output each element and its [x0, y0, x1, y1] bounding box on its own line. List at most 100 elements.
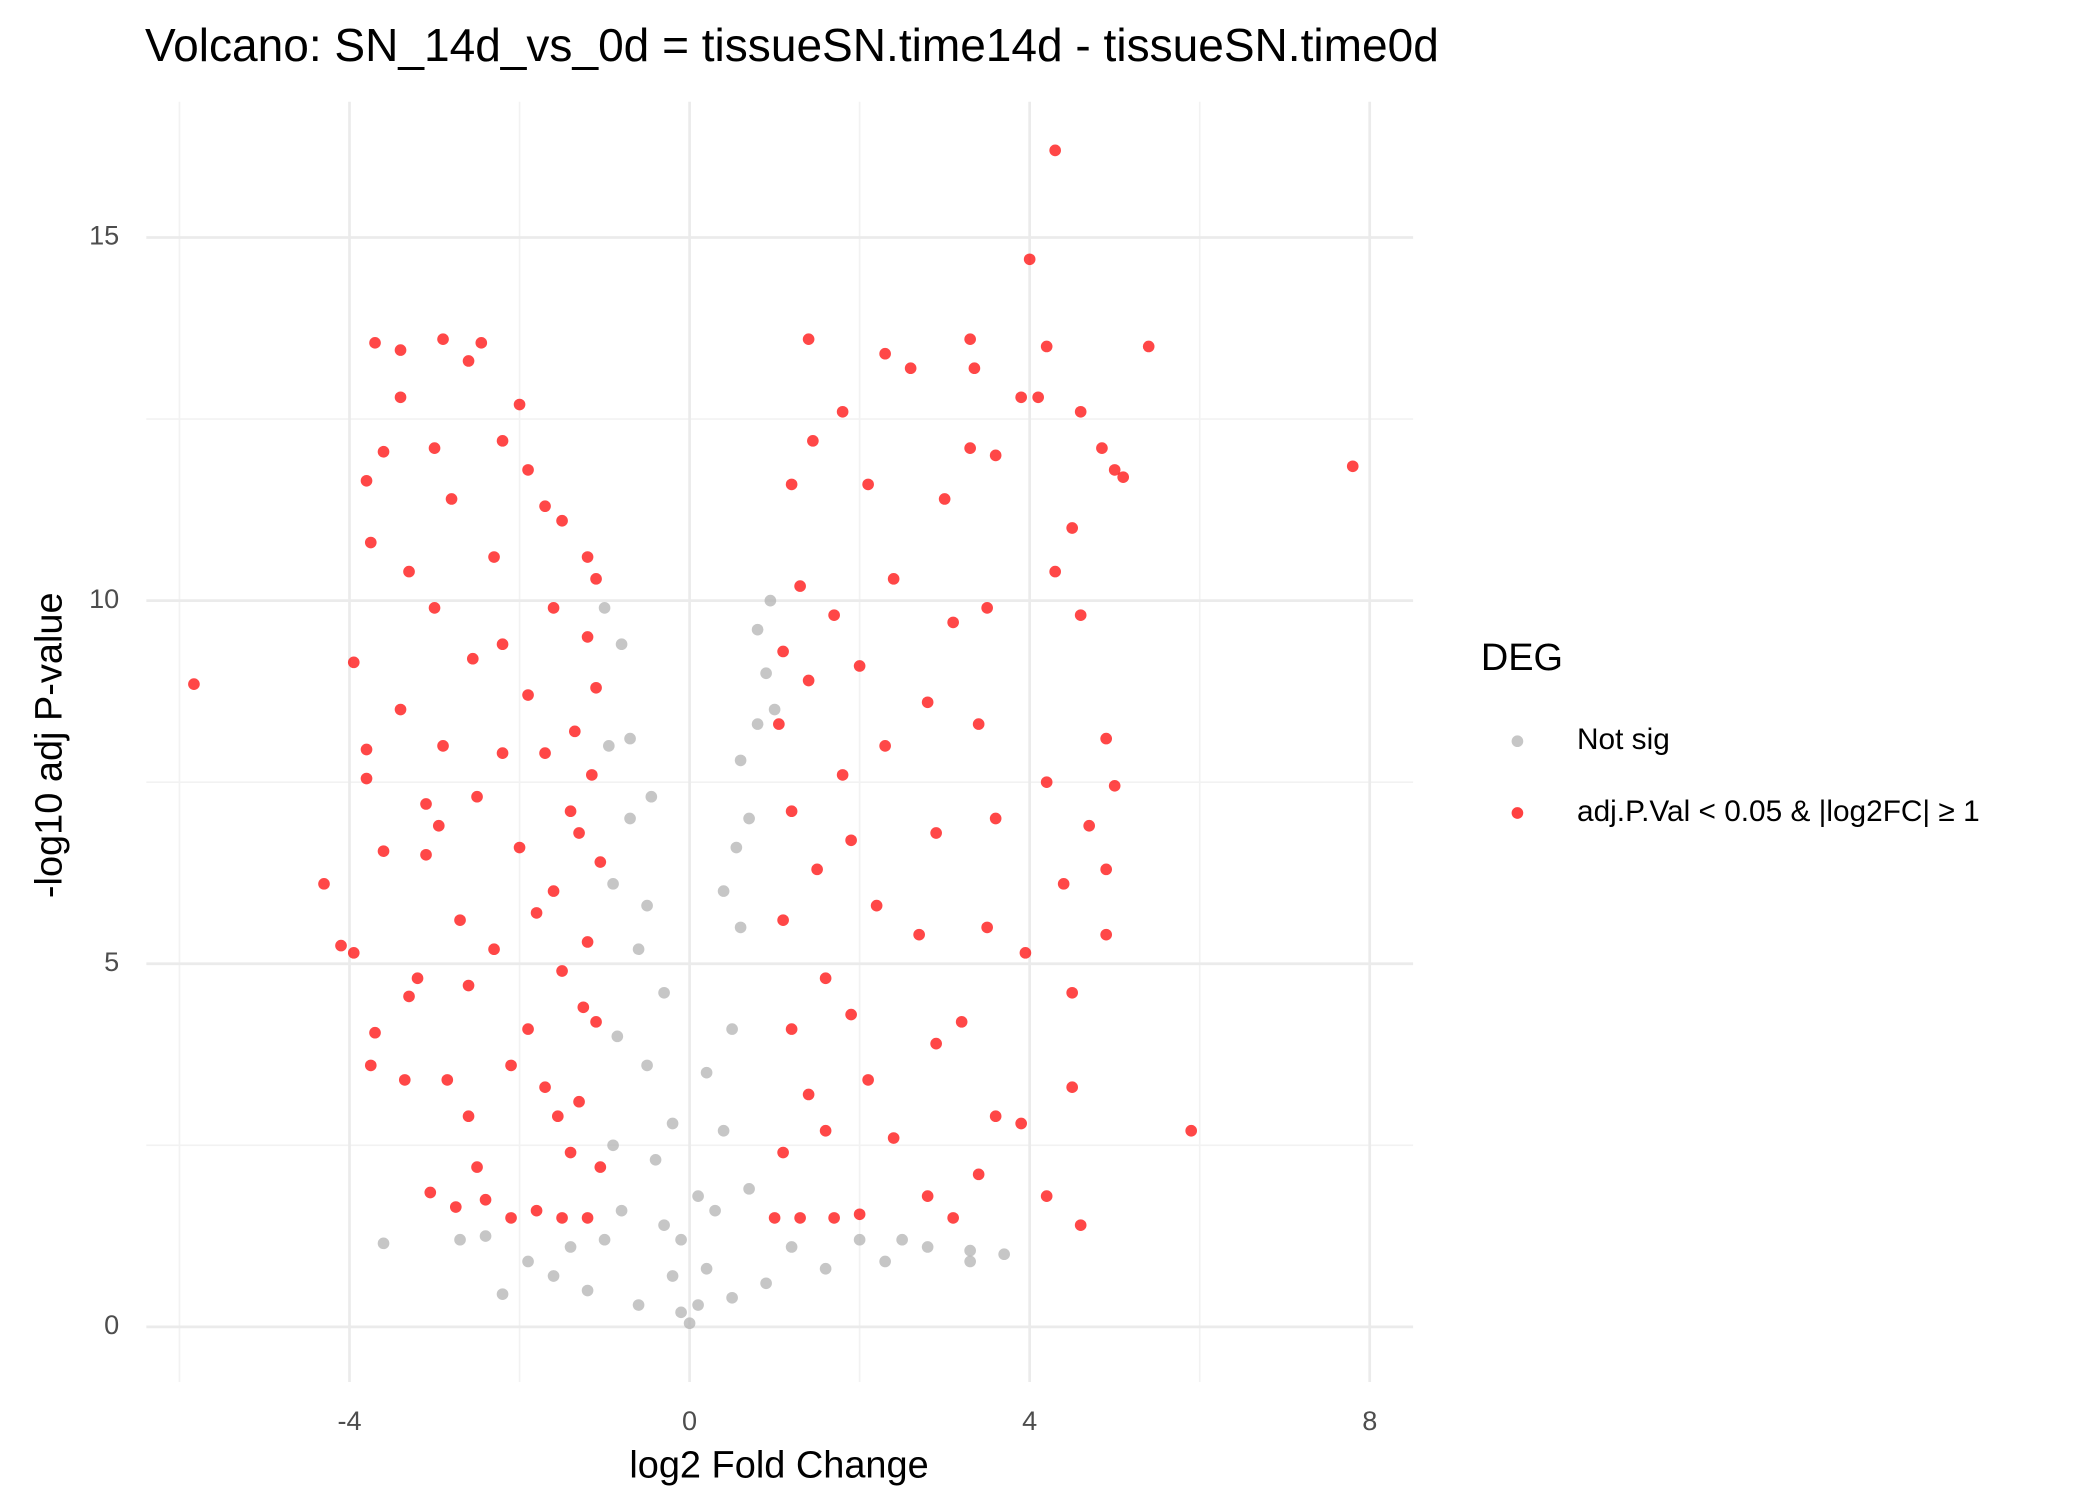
point: [955, 1016, 968, 1028]
point: [811, 863, 823, 876]
point: [1040, 1190, 1053, 1202]
point: [1049, 144, 1061, 157]
point: [590, 1016, 602, 1028]
point: [488, 943, 500, 956]
point: [394, 344, 407, 356]
point: [479, 1193, 492, 1206]
point: [853, 1208, 866, 1221]
point: [1185, 1124, 1198, 1137]
point: [828, 609, 840, 621]
point: [862, 478, 874, 491]
point: [887, 1132, 900, 1144]
point: [743, 812, 755, 825]
point: [1032, 391, 1044, 404]
point: [1096, 442, 1108, 454]
point: [1074, 405, 1087, 418]
y-axis-title: -log10 adj P-value: [28, 592, 70, 898]
point: [1066, 1081, 1078, 1094]
point: [862, 1074, 874, 1086]
point: [964, 333, 976, 346]
point: [777, 914, 789, 926]
point: [539, 500, 551, 513]
point: [607, 1139, 619, 1152]
point: [968, 362, 981, 375]
x-axis-title: log2 Fold Change: [629, 1444, 928, 1486]
point: [836, 769, 849, 781]
point: [496, 638, 509, 651]
point: [364, 536, 377, 549]
point: [547, 602, 560, 614]
point: [751, 623, 764, 636]
point: [449, 1201, 462, 1213]
point: [428, 442, 441, 454]
point: [403, 565, 415, 578]
point: [360, 474, 373, 487]
point: [454, 1233, 466, 1246]
point: [649, 1153, 662, 1166]
point: [445, 493, 458, 505]
point: [921, 1190, 934, 1202]
point: [556, 965, 568, 977]
point: [845, 834, 857, 847]
point: [998, 1248, 1010, 1261]
point: [717, 1124, 730, 1137]
point: [530, 907, 543, 919]
point: [700, 1262, 713, 1275]
point: [513, 398, 526, 411]
point: [1040, 776, 1053, 789]
y-tick-label: 15: [89, 220, 119, 251]
point: [411, 972, 424, 985]
point: [802, 333, 815, 346]
point: [611, 1030, 624, 1043]
point: [947, 1212, 959, 1224]
point: [437, 333, 449, 346]
point: [734, 921, 747, 934]
point: [615, 638, 628, 651]
point: [335, 939, 347, 952]
point: [594, 1161, 607, 1173]
point: [581, 1284, 594, 1297]
point: [547, 1270, 560, 1282]
point: [1015, 1117, 1027, 1130]
point: [1066, 986, 1078, 999]
point: [777, 1146, 789, 1159]
point: [420, 848, 432, 861]
point: [1066, 522, 1078, 534]
point: [522, 1023, 534, 1035]
point: [760, 667, 772, 680]
point: [845, 1008, 857, 1021]
point: [692, 1299, 704, 1311]
y-tick-label: 5: [104, 946, 119, 977]
point: [1108, 779, 1121, 792]
point: [432, 819, 445, 832]
point: [377, 845, 390, 857]
point: [632, 943, 645, 956]
point: [594, 856, 607, 868]
point: [836, 405, 849, 418]
point: [522, 1255, 534, 1268]
point: [564, 805, 577, 818]
point: [403, 990, 415, 1003]
point: [522, 464, 534, 476]
legend-label: adj.P.Val < 0.05 & |log2FC| ≥ 1: [1577, 795, 1980, 828]
point: [471, 1161, 483, 1173]
point: [1108, 464, 1121, 476]
point: [989, 449, 1002, 462]
point: [777, 645, 789, 658]
point: [564, 1241, 577, 1253]
point: [768, 703, 781, 716]
point: [505, 1212, 517, 1224]
point: [1100, 928, 1113, 941]
chart-title: Volcano: SN_14d_vs_0d = tissueSN.time14d…: [145, 19, 1439, 71]
point: [581, 551, 594, 563]
point: [505, 1059, 517, 1072]
point: [1083, 819, 1096, 832]
series: [188, 144, 1359, 1231]
point: [853, 1233, 866, 1246]
point: [819, 972, 832, 985]
point: [930, 827, 942, 839]
point: [360, 772, 373, 785]
point: [819, 1124, 832, 1137]
point: [347, 656, 360, 669]
